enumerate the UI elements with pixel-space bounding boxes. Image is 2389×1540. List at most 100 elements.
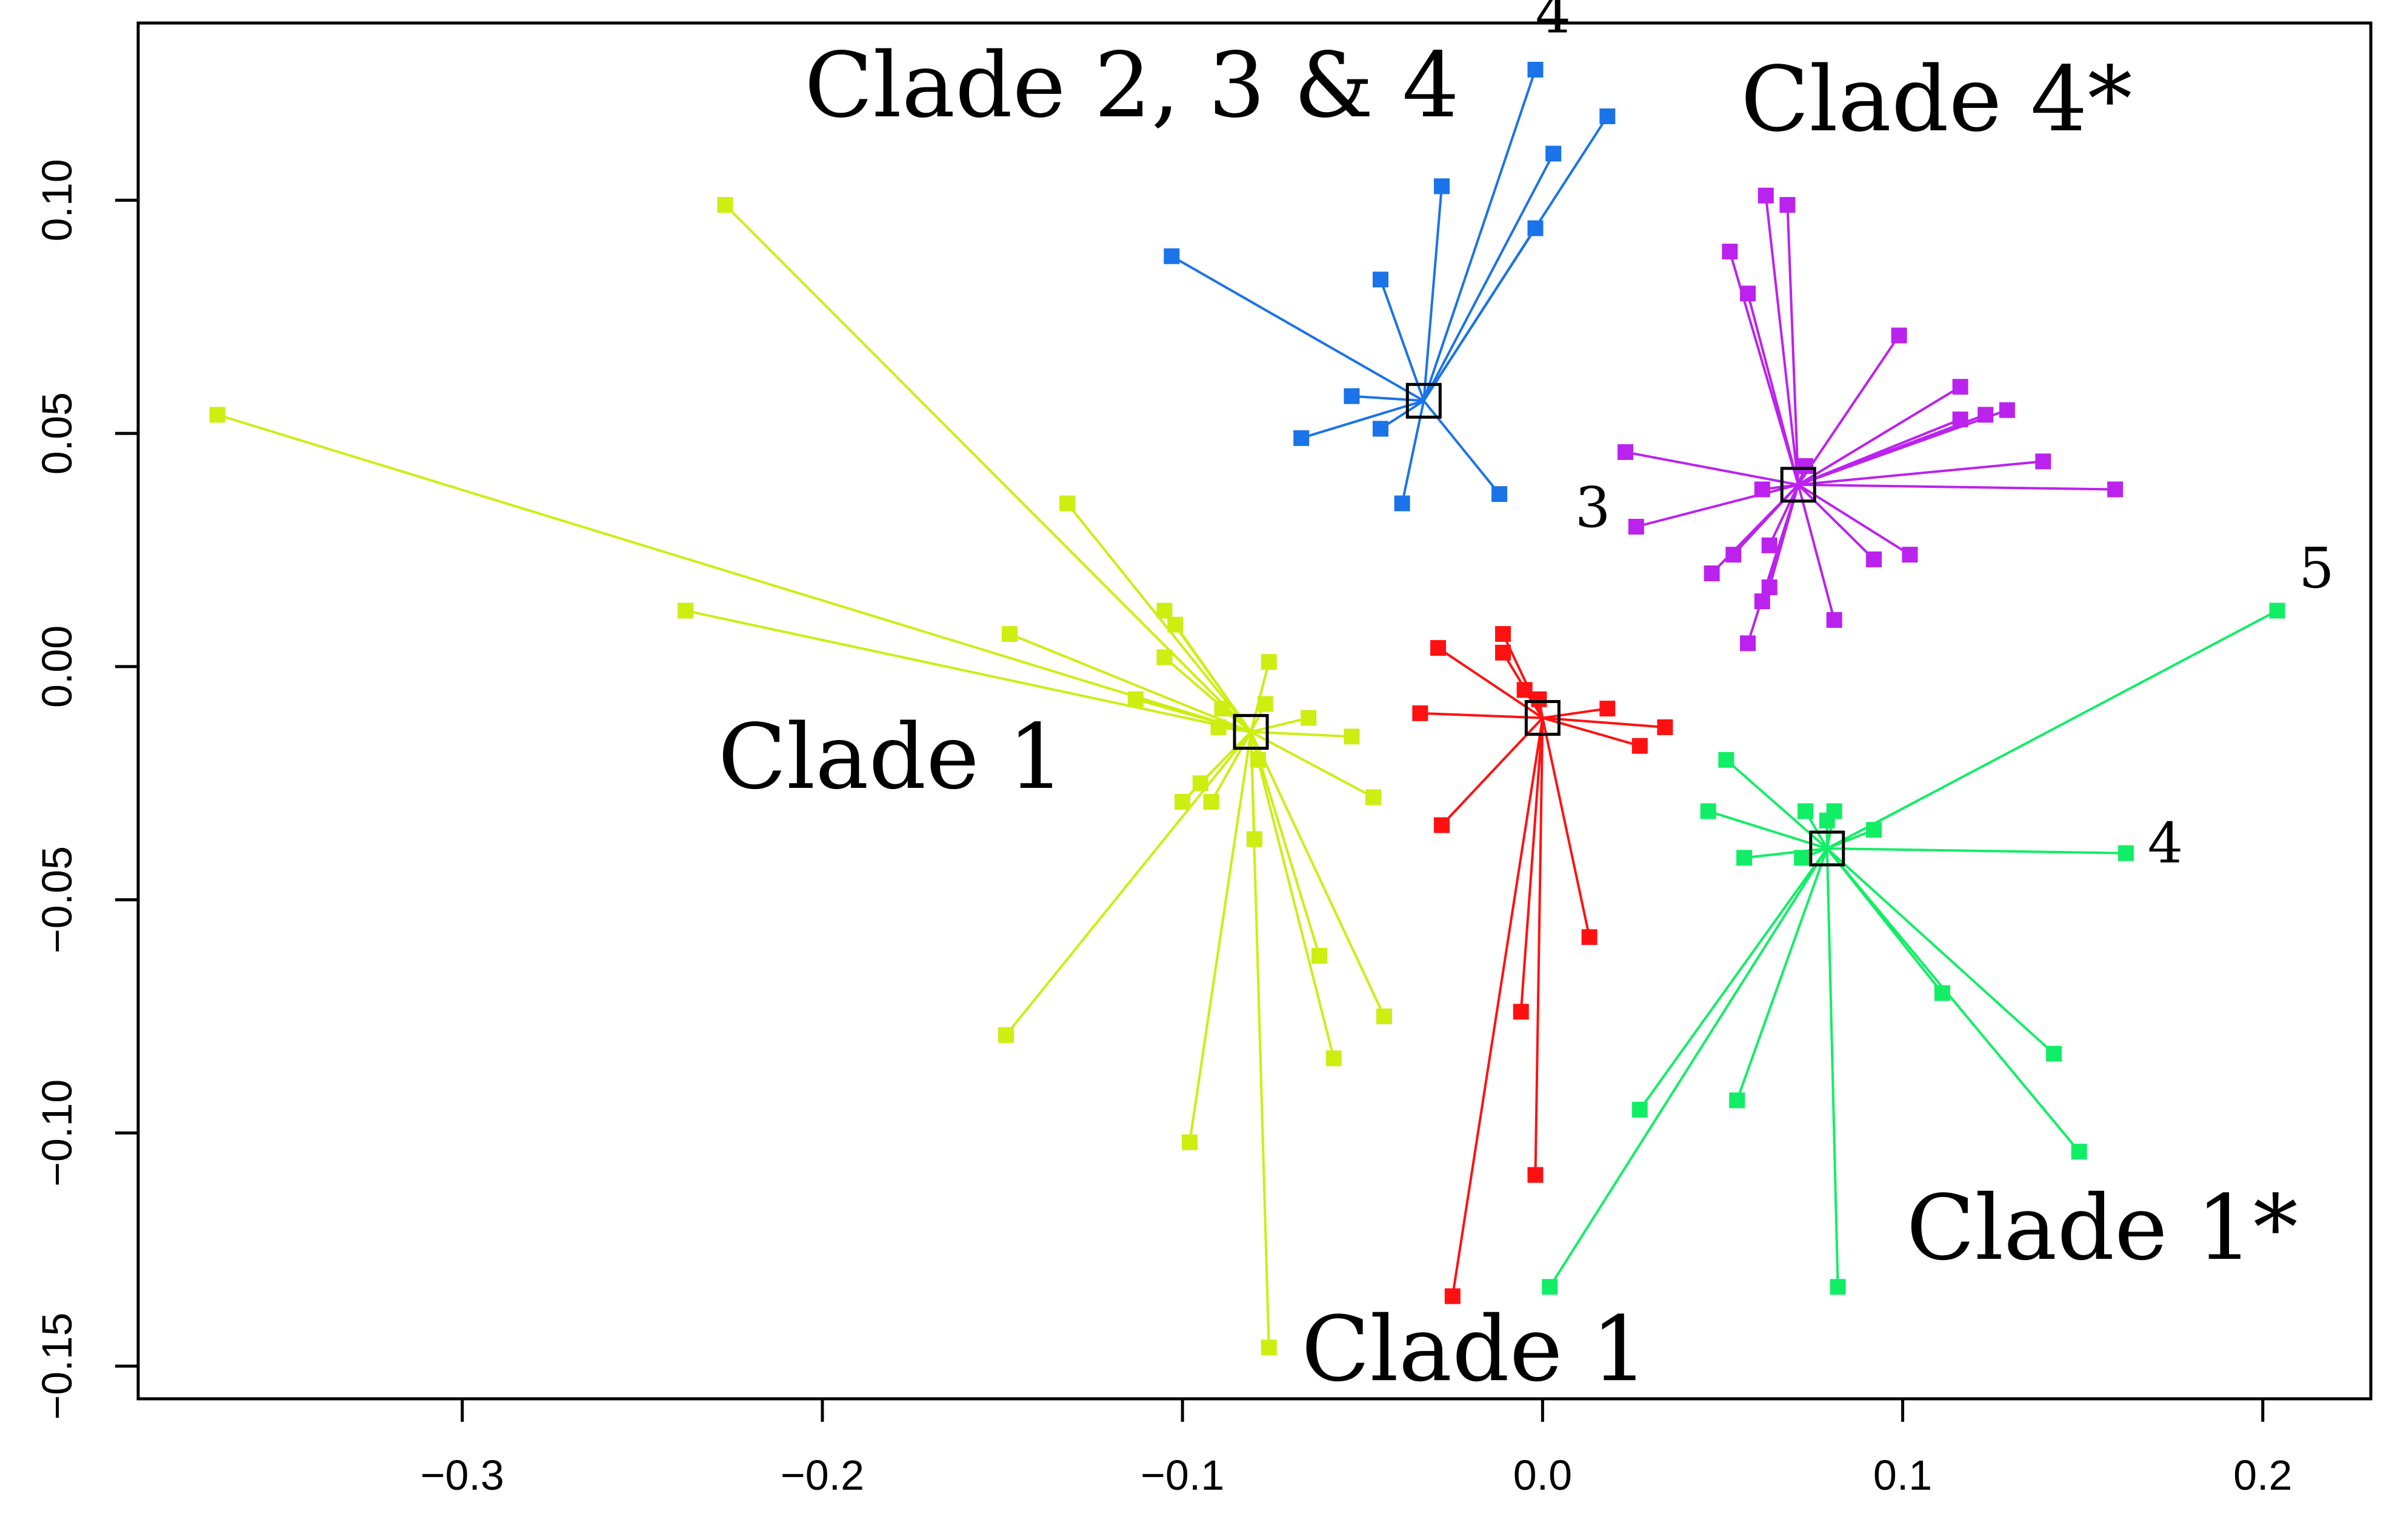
purple-group-connector bbox=[1798, 483, 2116, 491]
red-group-point bbox=[1599, 701, 1616, 717]
red-group-point bbox=[1513, 1004, 1529, 1020]
yellow-green-group-point bbox=[717, 197, 733, 213]
blue-group-connector bbox=[1422, 153, 1554, 402]
purple-group-point bbox=[1754, 593, 1770, 610]
point-annotation: 4 bbox=[2148, 811, 2184, 876]
blue-group-connector bbox=[1379, 279, 1425, 401]
green-group-point bbox=[1819, 812, 1835, 828]
clade-label: Clade 1 bbox=[1301, 1297, 1648, 1401]
purple-group-connector bbox=[1798, 408, 2008, 486]
yellow-green-group-connector bbox=[1009, 633, 1251, 733]
yellow-green-group-connector bbox=[724, 204, 1252, 733]
red-group-point bbox=[1516, 682, 1533, 698]
red-group-point bbox=[1657, 719, 1673, 735]
blue-group-connector bbox=[1422, 186, 1443, 401]
y-tick-label: 0.10 bbox=[33, 159, 81, 241]
green-group-centroid bbox=[1809, 830, 1845, 867]
blue-group-point bbox=[1372, 272, 1388, 288]
purple-group-connector bbox=[1797, 335, 1901, 485]
green-group-point bbox=[1798, 803, 1814, 819]
purple-group-point bbox=[2035, 453, 2051, 470]
y-tick-label: −0.05 bbox=[33, 846, 81, 953]
yellow-green-group-point bbox=[1261, 1339, 1277, 1356]
purple-group-point bbox=[1628, 519, 1644, 535]
red-group-point bbox=[1412, 705, 1428, 721]
yellow-green-group-connector bbox=[1250, 731, 1385, 1017]
green-group-point bbox=[2046, 1045, 2062, 1062]
purple-group-connector bbox=[1625, 450, 1799, 486]
yellow-green-group-point bbox=[1311, 947, 1327, 964]
purple-group-point bbox=[1866, 551, 1882, 567]
purple-group-point bbox=[1740, 635, 1756, 652]
green-group-point bbox=[2117, 845, 2134, 861]
yellow-green-group-point bbox=[1247, 831, 1262, 847]
blue-group-connector bbox=[1422, 400, 1501, 495]
y-tick-label: 0.00 bbox=[33, 625, 81, 708]
green-group-point bbox=[1729, 1092, 1745, 1108]
yellow-green-group-point bbox=[1156, 602, 1173, 619]
red-group-point bbox=[1494, 626, 1511, 642]
yellow-green-group-point bbox=[998, 1027, 1015, 1043]
plot-frame bbox=[136, 21, 2373, 1401]
yellow-green-group-connector bbox=[1250, 716, 1309, 733]
blue-group-point bbox=[1527, 220, 1544, 236]
x-tick-label: −0.2 bbox=[781, 1452, 864, 1499]
yellow-green-group-connector bbox=[217, 413, 1251, 733]
x-tick-label: 0.1 bbox=[1873, 1452, 1932, 1499]
purple-group-point bbox=[1758, 187, 1774, 204]
connector-lines bbox=[217, 69, 2278, 1348]
yellow-green-group-connector bbox=[1210, 731, 1252, 803]
purple-group-point bbox=[1952, 379, 1968, 395]
yellow-green-group-point bbox=[678, 602, 694, 619]
green-group-connector bbox=[1826, 847, 2081, 1153]
green-group-connector bbox=[1548, 847, 1828, 1288]
yellow-green-group-point bbox=[1210, 719, 1227, 735]
purple-group-connector bbox=[1764, 195, 1800, 485]
clade-label: Clade 4* bbox=[1741, 47, 2132, 152]
blue-group-connector bbox=[1422, 69, 1537, 401]
red-group-point bbox=[1494, 644, 1511, 661]
purple-group-connector bbox=[1747, 293, 1800, 485]
blue-group-point bbox=[1164, 248, 1180, 264]
yellow-green-group-point bbox=[1059, 495, 1076, 512]
yellow-green-group-point bbox=[1001, 626, 1018, 642]
purple-group-connector bbox=[1798, 460, 2044, 486]
purple-group-point bbox=[1798, 458, 1814, 475]
purple-group-connector bbox=[1768, 484, 1800, 546]
purple-group-point bbox=[1740, 285, 1756, 302]
green-group-point bbox=[2071, 1144, 2087, 1160]
green-group-connector bbox=[1744, 847, 1827, 859]
purple-group-point bbox=[1891, 327, 1907, 344]
blue-group-point bbox=[1545, 145, 1562, 162]
purple-group-point bbox=[1978, 407, 1994, 423]
red-group-point bbox=[1430, 640, 1447, 656]
yellow-green-group-centroid bbox=[1233, 714, 1269, 750]
green-group-connector bbox=[1708, 810, 1828, 850]
green-group-connector bbox=[1639, 847, 1828, 1111]
clade-label: Clade 2, 3 & 4 bbox=[804, 33, 1459, 138]
purple-group-connector bbox=[1786, 205, 1800, 485]
yellow-green-group-connector bbox=[1250, 732, 1335, 1059]
purple-group-connector bbox=[1747, 484, 1800, 644]
green-group-point bbox=[1794, 850, 1810, 866]
red-group-connector bbox=[1451, 718, 1544, 1297]
yellow-green-group-connector bbox=[1005, 731, 1252, 1036]
red-group-point bbox=[1433, 817, 1450, 833]
y-tick-label: 0.05 bbox=[33, 392, 81, 475]
blue-group-point bbox=[1372, 421, 1388, 437]
purple-group-point bbox=[1779, 197, 1796, 213]
x-tick-label: −0.3 bbox=[421, 1452, 504, 1499]
green-group-point bbox=[1866, 822, 1882, 838]
purple-group-point bbox=[1722, 244, 1738, 260]
green-group-connector bbox=[1736, 848, 1828, 1101]
purple-group-point bbox=[1704, 565, 1720, 581]
green-group-connector bbox=[1827, 847, 2126, 855]
red-group-point bbox=[1581, 929, 1598, 945]
green-group-point bbox=[1934, 985, 1950, 1001]
yellow-green-group-point bbox=[1301, 710, 1317, 726]
yellow-green-group-point bbox=[1214, 701, 1230, 717]
yellow-green-group-point bbox=[1203, 794, 1219, 810]
red-group-point bbox=[1531, 691, 1547, 707]
blue-group-point bbox=[1344, 388, 1360, 404]
